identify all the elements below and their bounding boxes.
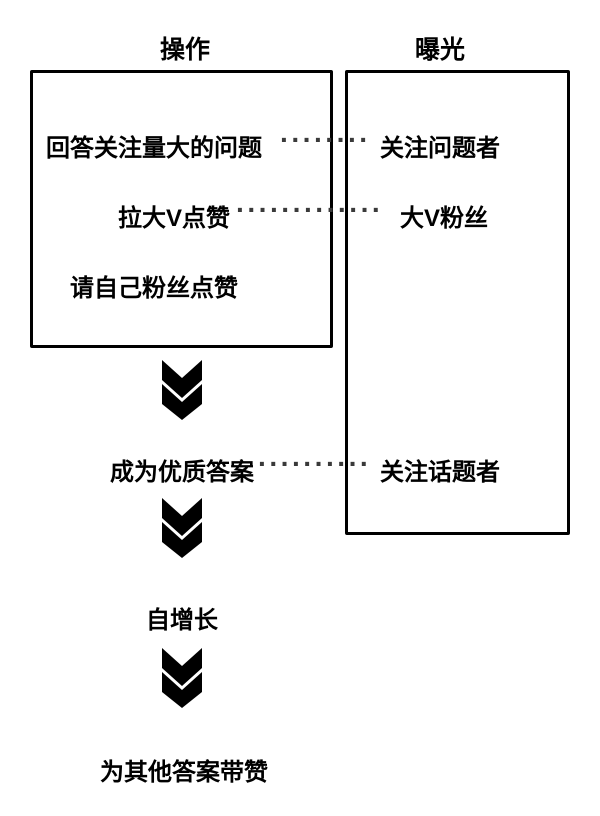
arrow-1: [158, 360, 206, 420]
op-item-3: 请自己粉丝点赞: [70, 268, 238, 303]
op-item-1: 回答关注量大的问题: [46, 128, 262, 163]
arrow-3: [158, 648, 206, 708]
ex-item-1: 关注问题者: [380, 128, 500, 163]
dotted-link-1: ········: [280, 128, 378, 152]
chevron-down-icon: [158, 648, 206, 708]
flow-node-1: 成为优质答案: [110, 452, 254, 487]
flow-node-3: 为其他答案带赞: [100, 752, 268, 787]
diagram-canvas: 操作 曝光 回答关注量大的问题 拉大V点赞 请自己粉丝点赞 关注问题者 大V粉丝…: [0, 0, 600, 816]
header-left: 操作: [160, 30, 210, 66]
dotted-link-3: ··········: [258, 452, 378, 476]
chevron-down-icon: [158, 360, 206, 420]
ex-item-3: 关注话题者: [380, 452, 500, 487]
dotted-link-2: ·············: [236, 198, 396, 222]
header-right: 曝光: [415, 30, 465, 66]
ex-item-2: 大V粉丝: [400, 198, 488, 233]
chevron-down-icon: [158, 498, 206, 558]
arrow-2: [158, 498, 206, 558]
op-item-2: 拉大V点赞: [118, 198, 230, 233]
flow-node-2: 自增长: [146, 600, 218, 635]
